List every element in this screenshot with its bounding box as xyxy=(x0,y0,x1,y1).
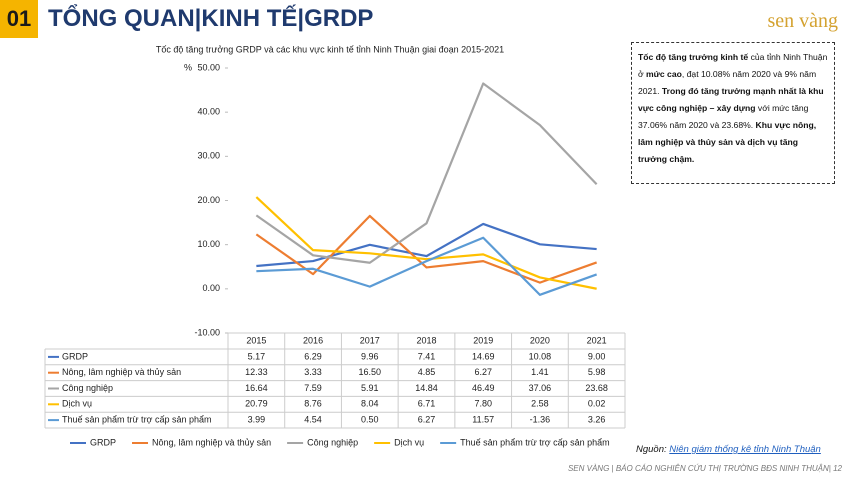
table-row-label: Công nghiệp xyxy=(62,383,113,393)
x-tick-label: 2018 xyxy=(416,335,436,345)
table-row-label: Thuế sản phẩm trừ trợ cấp sản phẩm xyxy=(62,414,212,424)
table-cell: 8.76 xyxy=(304,399,322,409)
note-text: , đạt 10.08% năm 2020 và 9% năm 2021. xyxy=(638,69,817,96)
table-cell: 14.84 xyxy=(415,383,438,393)
table-row-label: GRDP xyxy=(62,351,88,361)
note-text: của tỉnh Ninh Thuận ở xyxy=(638,52,828,79)
x-tick-label: 2016 xyxy=(303,335,323,345)
table-cell: 0.50 xyxy=(361,414,379,424)
table-cell: 6.71 xyxy=(418,399,436,409)
footer: SEN VÀNG | BÁO CÁO NGHIÊN CỨU THỊ TRƯỜNG… xyxy=(567,464,842,473)
y-tick-label: 30.00 xyxy=(197,151,220,161)
source-prefix: Nguồn: xyxy=(636,444,670,455)
table-cell: 7.59 xyxy=(304,383,322,393)
table-cell: 9.00 xyxy=(588,351,606,361)
x-tick-label: 2020 xyxy=(530,335,550,345)
table-cell: 3.33 xyxy=(304,367,322,377)
table-cell: 4.54 xyxy=(304,414,322,424)
section-number: 01 xyxy=(0,0,38,38)
source-link[interactable]: Niên giám thống kê tỉnh Ninh Thuận xyxy=(669,444,821,455)
table-cell: 0.02 xyxy=(588,399,606,409)
table-cell: 9.96 xyxy=(361,351,379,361)
x-tick-label: 2017 xyxy=(360,335,380,345)
chart: Tốc độ tăng trưởng GRDP và các khu vực k… xyxy=(44,44,626,447)
series-line xyxy=(255,82,598,264)
table-cell: 2.58 xyxy=(531,399,549,409)
y-tick-label: 0.00 xyxy=(202,283,220,293)
table-cell: 5.98 xyxy=(588,367,606,377)
table-row-label: Nông, lâm nghiệp và thủy sản xyxy=(62,367,181,377)
note-text: Trong đó tăng trưởng mạnh nhất là khu vự… xyxy=(638,86,824,113)
series-line xyxy=(256,236,598,296)
slide-title: TỔNG QUAN|KINH TẾ|GRDP xyxy=(48,5,374,32)
logo: sen vàng xyxy=(767,10,838,32)
legend-label: GRDP xyxy=(90,437,116,447)
y-axis-label: % xyxy=(184,62,192,72)
legend-label: Nông, lâm nghiệp và thủy sản xyxy=(152,437,271,447)
y-tick-label: -10.00 xyxy=(194,327,220,337)
legend-label: Dịch vụ xyxy=(394,437,424,447)
table-cell: 6.27 xyxy=(474,367,492,377)
table-cell: 7.41 xyxy=(418,351,436,361)
table-cell: 10.08 xyxy=(529,351,552,361)
table-cell: 5.17 xyxy=(248,351,266,361)
note-text: mức cao xyxy=(646,69,682,79)
table-cell: 3.26 xyxy=(588,414,606,424)
table-cell: 14.69 xyxy=(472,351,495,361)
source: Nguồn: Niên giám thống kê tỉnh Ninh Thuậ… xyxy=(636,444,821,455)
y-tick-label: 20.00 xyxy=(197,195,220,205)
table-cell: 23.68 xyxy=(585,383,608,393)
table-cell: 12.33 xyxy=(245,367,268,377)
series-line xyxy=(256,222,597,268)
chart-title: Tốc độ tăng trưởng GRDP và các khu vực k… xyxy=(156,44,504,54)
x-tick-label: 2021 xyxy=(587,335,607,345)
table-row-label: Dịch vụ xyxy=(62,399,92,409)
note-text: với mức tăng 37.06% năm 2020 và 23.68%. xyxy=(638,103,809,130)
legend-label: Thuế sản phẩm trừ trợ cấp sản phẩm xyxy=(460,437,610,447)
y-tick-label: 50.00 xyxy=(197,62,220,72)
x-tick-label: 2019 xyxy=(473,335,493,345)
table-cell: 3.99 xyxy=(248,414,266,424)
table-cell: 16.64 xyxy=(245,383,268,393)
y-tick-label: 40.00 xyxy=(197,107,220,117)
table-cell: 6.29 xyxy=(304,351,322,361)
table-cell: 6.27 xyxy=(418,414,436,424)
table-cell: 37.06 xyxy=(529,383,552,393)
series-line xyxy=(255,196,597,290)
legend-label: Công nghiệp xyxy=(307,437,358,447)
x-tick-label: 2015 xyxy=(246,335,266,345)
series-line xyxy=(255,214,598,284)
note-text: Khu vực nông, lâm nghiệp và thủy sản và … xyxy=(638,120,817,164)
table-cell: -1.36 xyxy=(530,414,551,424)
table-cell: 5.91 xyxy=(361,383,379,393)
table-cell: 16.50 xyxy=(359,367,382,377)
table-cell: 1.41 xyxy=(531,367,549,377)
table-cell: 4.85 xyxy=(418,367,436,377)
table-cell: 11.57 xyxy=(472,414,494,424)
table-cell: 20.79 xyxy=(245,399,268,409)
note-text: Tốc độ tăng trưởng kinh tế xyxy=(638,52,749,62)
table-cell: 7.80 xyxy=(474,399,492,409)
note-box: Tốc độ tăng trưởng kinh tế của tỉnh Ninh… xyxy=(631,42,835,184)
table-cell: 46.49 xyxy=(472,383,495,393)
y-tick-label: 10.00 xyxy=(197,239,220,249)
table-cell: 8.04 xyxy=(361,399,379,409)
